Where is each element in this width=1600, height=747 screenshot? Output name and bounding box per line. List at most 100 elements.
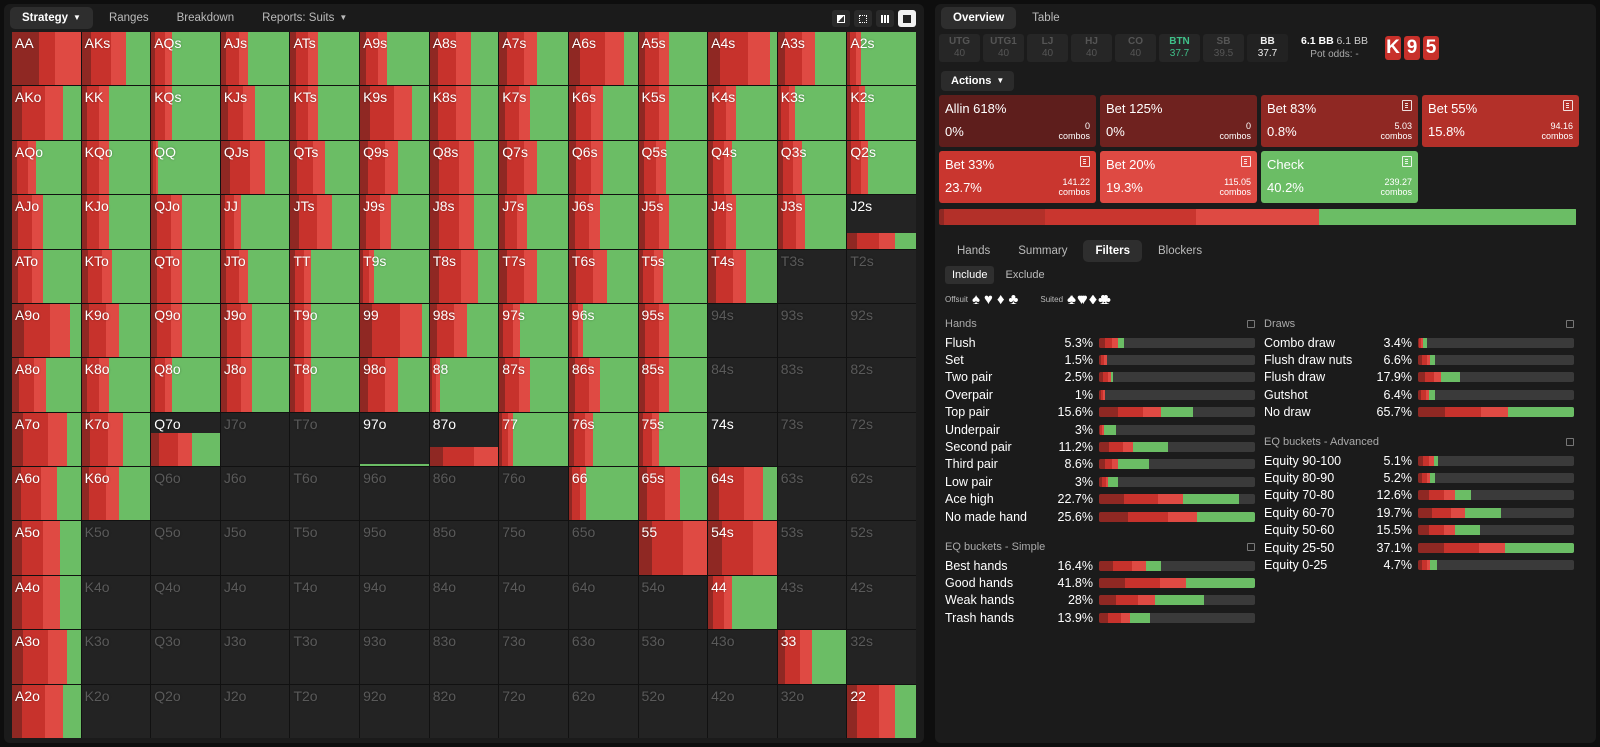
hand-cell-ats[interactable]: ATs [290,32,360,86]
hand-cell-75s[interactable]: 75s [638,412,708,467]
hand-cell-j9s[interactable]: J9s [360,195,429,249]
hand-cell-a7o[interactable]: A7o [12,412,81,467]
hand-cell-t5o[interactable]: T5o [290,521,360,575]
hand-cell-96o[interactable]: 96o [360,467,429,521]
hand-cell-a2o[interactable]: A2o [12,684,81,738]
hand-cell-aqs[interactable]: AQs [151,32,220,86]
filter-row-equity-70-80[interactable]: Equity 70-80 12.6% [1264,487,1574,504]
hand-cell-j4s[interactable]: J4s [708,195,777,249]
hand-cell-a5o[interactable]: A5o [12,521,81,575]
hand-cell-j8s[interactable]: J8s [429,195,499,249]
hand-cell-t2s[interactable]: T2s [847,249,916,303]
notes-icon[interactable] [1080,156,1090,167]
hand-cell-84s[interactable]: 84s [708,358,777,412]
filter-row-no-made-hand[interactable]: No made hand 25.6% [945,508,1255,525]
suited-spade-icon[interactable]: ♠♠ [1067,291,1076,308]
hand-cell-j3s[interactable]: J3s [777,195,847,249]
hand-cell-43s[interactable]: 43s [777,575,847,630]
notes-icon[interactable] [1241,156,1251,167]
hand-cell-a4o[interactable]: A4o [12,575,81,630]
hand-cell-55[interactable]: 55 [638,521,708,575]
hand-cell-87s[interactable]: 87s [499,358,568,412]
include-toggle[interactable]: Include [945,266,995,284]
grid-view-icon[interactable] [876,10,894,27]
filter-row-set[interactable]: Set 1.5% [945,351,1255,368]
hand-cell-q4o[interactable]: Q4o [151,575,220,630]
offsuit-heart-icon[interactable]: ♥ [983,291,993,308]
hand-cell-t9s[interactable]: T9s [360,249,429,303]
hand-cell-32s[interactable]: 32s [847,630,916,684]
hand-cell-42o[interactable]: 42o [708,684,777,738]
hand-cell-qto[interactable]: QTo [151,249,220,303]
filter-row-good-hands[interactable]: Good hands 41.8% [945,574,1255,591]
filter-row-flush-draw[interactable]: Flush draw 17.9% [1264,369,1574,386]
hand-cell-a5s[interactable]: A5s [638,32,708,86]
hand-cell-t8s[interactable]: T8s [429,249,499,303]
hand-cell-k8s[interactable]: K8s [429,86,499,140]
contrast-icon[interactable] [832,10,850,27]
hand-cell-a8s[interactable]: A8s [429,32,499,86]
compact-view-icon[interactable] [854,10,872,27]
hand-cell-q8o[interactable]: Q8o [151,358,220,412]
hand-cell-j7o[interactable]: J7o [220,412,290,467]
hand-cell-93o[interactable]: 93o [360,630,429,684]
action-bet-83[interactable]: Bet 83% 0.8% 5.03 combos [1261,95,1418,147]
hand-cell-a8o[interactable]: A8o [12,358,81,412]
square-view-icon[interactable] [898,10,916,27]
hand-cell-a6o[interactable]: A6o [12,467,81,521]
hand-cell-44[interactable]: 44 [708,575,777,630]
hand-cell-76o[interactable]: 76o [499,467,568,521]
hand-cell-63s[interactable]: 63s [777,467,847,521]
hand-cell-j5s[interactable]: J5s [638,195,708,249]
hand-cell-43o[interactable]: 43o [708,630,777,684]
hand-cell-85o[interactable]: 85o [429,521,499,575]
collapse-toggle-icon[interactable] [1247,320,1255,328]
hand-cell-t4s[interactable]: T4s [708,249,777,303]
hand-cell-q4s[interactable]: Q4s [708,140,777,195]
hand-cell-ako[interactable]: AKo [12,86,81,140]
hand-cell-k3s[interactable]: K3s [777,86,847,140]
hand-cell-95o[interactable]: 95o [360,521,429,575]
hand-cell-95s[interactable]: 95s [638,303,708,358]
hand-cell-64o[interactable]: 64o [568,575,638,630]
hand-cell-74o[interactable]: 74o [499,575,568,630]
hand-cell-j7s[interactable]: J7s [499,195,568,249]
hand-cell-k9o[interactable]: K9o [81,303,151,358]
hand-cell-86s[interactable]: 86s [568,358,638,412]
hand-cell-k7o[interactable]: K7o [81,412,151,467]
hand-cell-72s[interactable]: 72s [847,412,916,467]
hand-cell-t4o[interactable]: T4o [290,575,360,630]
hand-cell-33[interactable]: 33 [777,630,847,684]
action-bet-33[interactable]: Bet 33% 23.7% 141.22 combos [939,151,1096,203]
hand-cell-a3o[interactable]: A3o [12,630,81,684]
hand-cell-q9s[interactable]: Q9s [360,140,429,195]
notes-icon[interactable] [1402,156,1412,167]
hand-cell-a9s[interactable]: A9s [360,32,429,86]
tab-summary[interactable]: Summary [1006,240,1079,262]
filter-row-equity-90-100[interactable]: Equity 90-100 5.1% [1264,452,1574,469]
hand-cell-74s[interactable]: 74s [708,412,777,467]
hand-cell-86o[interactable]: 86o [429,467,499,521]
tab-strategy[interactable]: Strategy ▼ [10,7,93,29]
hand-cell-65o[interactable]: 65o [568,521,638,575]
position-utg[interactable]: UTG 40 [939,34,980,62]
notes-icon[interactable] [1563,100,1573,111]
hand-cell-aa[interactable]: AA [12,32,81,86]
hand-cell-q2s[interactable]: Q2s [847,140,916,195]
suited-club-icon[interactable]: ♣♣ [1098,291,1110,308]
hand-cell-98o[interactable]: 98o [360,358,429,412]
action-bet-125[interactable]: Bet 125% 0% 0 combos [1100,95,1257,147]
hand-cell-q5o[interactable]: Q5o [151,521,220,575]
hand-cell-j5o[interactable]: J5o [220,521,290,575]
filter-row-no-draw[interactable]: No draw 65.7% [1264,404,1574,421]
hand-cell-63o[interactable]: 63o [568,630,638,684]
position-sb[interactable]: SB 39.5 [1203,34,1244,62]
hand-cell-k8o[interactable]: K8o [81,358,151,412]
hand-cell-qq[interactable]: QQ [151,140,220,195]
position-bb[interactable]: BB 37.7 [1247,34,1288,62]
filter-row-equity-50-60[interactable]: Equity 50-60 15.5% [1264,522,1574,539]
hand-cell-j6s[interactable]: J6s [568,195,638,249]
hand-cell-54o[interactable]: 54o [638,575,708,630]
hand-cell-j6o[interactable]: J6o [220,467,290,521]
hand-cell-65s[interactable]: 65s [638,467,708,521]
